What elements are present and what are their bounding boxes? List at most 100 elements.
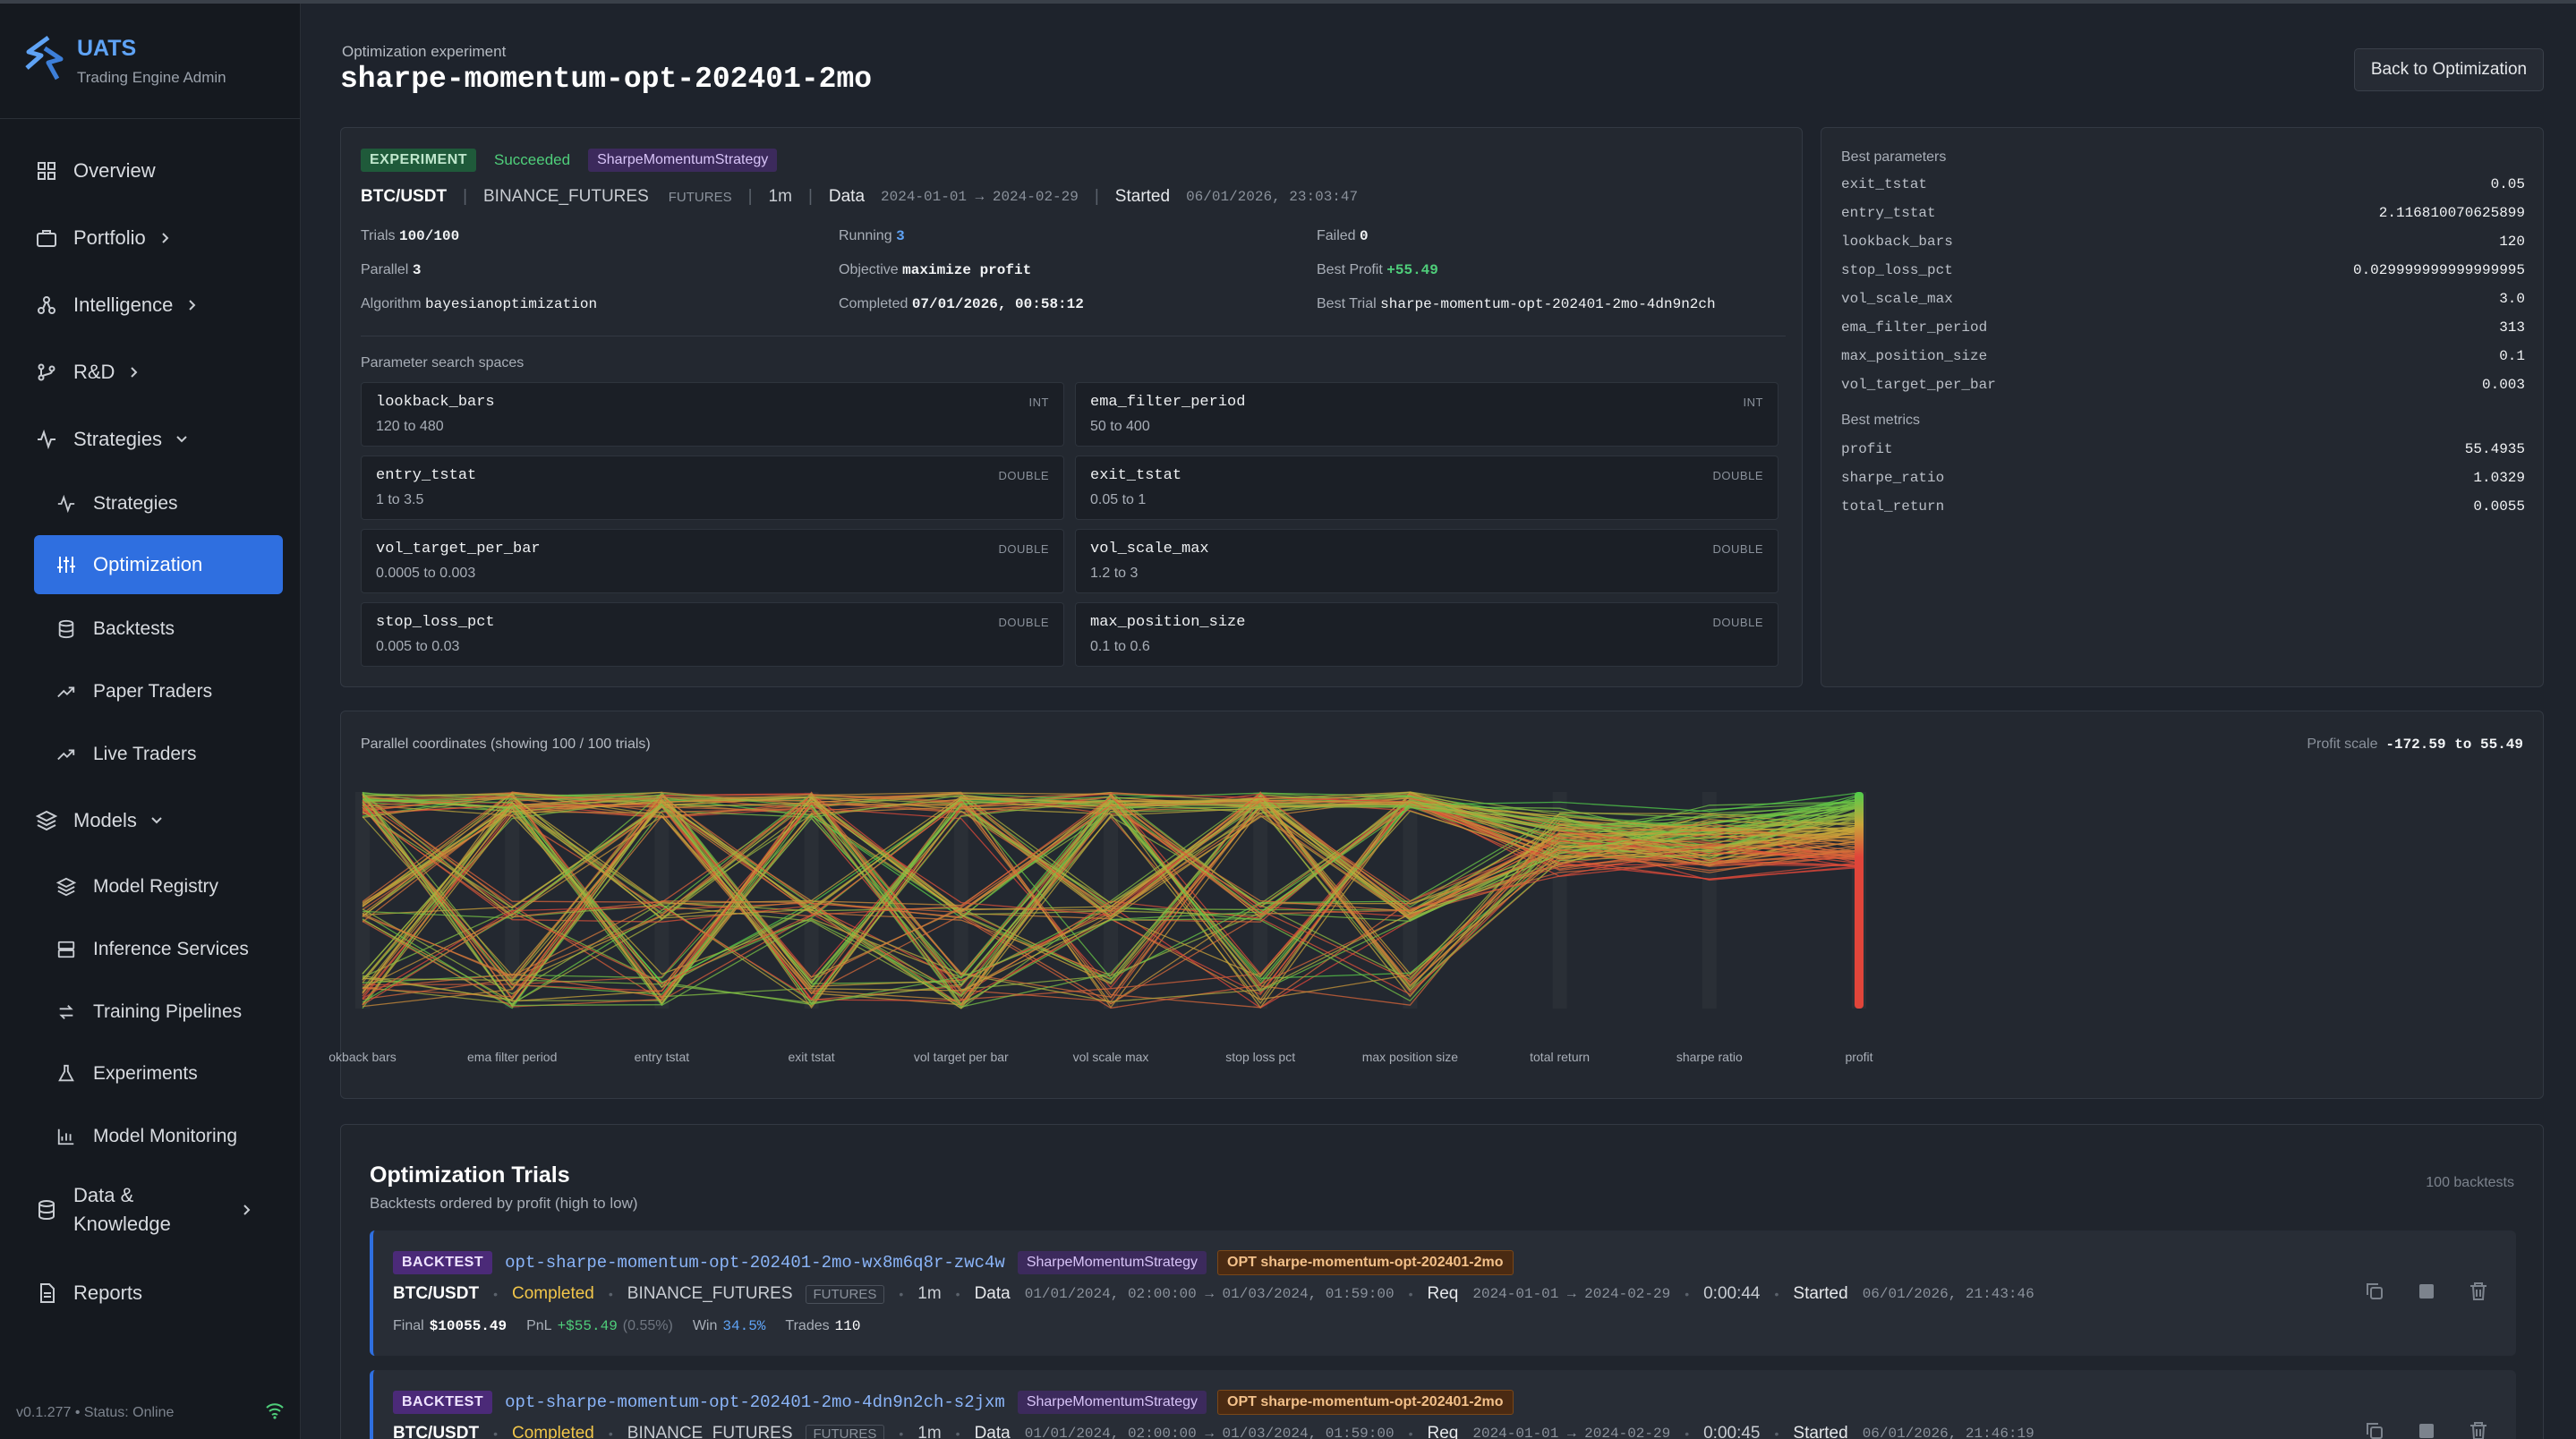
sidebar-item-data-knowledge[interactable]: Data & Knowledge xyxy=(34,1176,276,1244)
optimization-badge[interactable]: OPT sharpe-momentum-opt-202401-2mo xyxy=(1217,1250,1514,1275)
req-range: 2024-01-01 → 2024-02-29 xyxy=(1472,1426,1671,1439)
server-icon xyxy=(54,937,79,962)
chevron-right-icon xyxy=(243,1205,251,1215)
pc-axis xyxy=(953,792,968,1009)
layers-icon xyxy=(34,808,59,833)
parallel-coordinates-plot[interactable] xyxy=(341,767,2545,1035)
exchange: BINANCE_FUTURES xyxy=(627,1424,793,1439)
sidebar-item-overview[interactable]: Overview xyxy=(34,149,285,193)
sidebar-item-backtests[interactable]: Backtests xyxy=(54,607,304,651)
pc-trial-line xyxy=(362,794,1860,993)
sidebar-item-experiments[interactable]: Experiments xyxy=(54,1052,304,1096)
sidebar-item-live-traders[interactable]: Live Traders xyxy=(54,732,304,777)
stop-icon[interactable] xyxy=(2416,1420,2437,1439)
best-param-row: lookback_bars 120 xyxy=(1841,234,2525,250)
meta-best-trial[interactable]: Best Trial sharpe-momentum-opt-202401-2m… xyxy=(1317,296,1716,312)
duration: 0:00:45 xyxy=(1703,1424,1761,1439)
pc-axis xyxy=(654,792,670,1009)
symbol: BTC/USDT xyxy=(361,187,448,206)
pc-trial-line xyxy=(362,792,1860,995)
search-space-item: lookback_bars INT 120 to 480 xyxy=(361,382,1064,447)
sidebar-item-training-pipelines[interactable]: Training Pipelines xyxy=(54,990,304,1035)
breadcrumb: Optimization experiment xyxy=(342,43,507,60)
sidebar-item-model-monitoring[interactable]: Model Monitoring xyxy=(54,1114,304,1159)
sidebar-item-label: Inference Services xyxy=(93,939,249,959)
search-space-item: entry_tstat DOUBLE 1 to 3.5 xyxy=(361,456,1064,520)
pc-axis-label: sharpe ratio xyxy=(1676,1050,1743,1064)
sidebar-item-label: Intelligence xyxy=(73,294,174,316)
pc-trial-line xyxy=(362,793,1860,1000)
data-range: 01/01/2024, 02:00:00 → 01/03/2024, 01:59… xyxy=(1024,1426,1395,1439)
sidebar-item-strategies[interactable]: Strategies xyxy=(54,481,304,526)
sidebar-item-label: R&D xyxy=(73,361,115,383)
best-results-card: Best parameters exit_tstat 0.05 entry_tst… xyxy=(1821,127,2544,687)
sidebar-item-label: Overview xyxy=(73,159,156,182)
sidebar-item-rnd[interactable]: R&D xyxy=(34,350,285,395)
pc-axis-label: exit tstat xyxy=(788,1050,835,1064)
flask-icon xyxy=(54,1061,79,1086)
final-label: Final xyxy=(393,1318,424,1333)
pc-axis-label: vol target per bar xyxy=(913,1050,1009,1064)
pc-trial-line xyxy=(362,797,1860,1002)
win-rate: 34.5% xyxy=(722,1318,766,1334)
best-param-row: stop_loss_pct 0.029999999999999995 xyxy=(1841,262,2525,278)
final-balance: $10055.49 xyxy=(429,1318,508,1334)
sidebar-item-label: Experiments xyxy=(93,1063,198,1084)
pc-trial-line xyxy=(362,792,1860,1009)
trial-name-link[interactable]: opt-sharpe-momentum-opt-202401-2mo-wx8m6… xyxy=(505,1253,1005,1273)
database-icon xyxy=(34,1197,59,1222)
strategy-badge: SharpeMomentumStrategy xyxy=(1017,1391,1207,1414)
sidebar-item-label: Optimization xyxy=(93,553,203,575)
optimization-badge[interactable]: OPT sharpe-momentum-opt-202401-2mo xyxy=(1217,1390,1514,1415)
exchange: BINANCE_FUTURES xyxy=(627,1284,793,1303)
meta-failed: Failed 0 xyxy=(1317,228,1369,244)
trash-icon[interactable] xyxy=(2468,1281,2489,1302)
layers-icon xyxy=(54,874,79,899)
sidebar-item-label: Paper Traders xyxy=(93,681,213,702)
best-param-row: exit_tstat 0.05 xyxy=(1841,176,2525,192)
sidebar-item-inference-services[interactable]: Inference Services xyxy=(54,927,304,972)
sidebar-item-model-registry[interactable]: Model Registry xyxy=(54,864,304,909)
trial-row[interactable]: BACKTEST opt-sharpe-momentum-opt-202401-… xyxy=(370,1230,2516,1356)
copy-icon[interactable] xyxy=(2364,1420,2385,1439)
trials-subtitle: Backtests ordered by profit (high to low… xyxy=(370,1195,638,1212)
copy-icon[interactable] xyxy=(2364,1281,2385,1302)
started-label: Started xyxy=(1114,187,1171,206)
pc-trial-line xyxy=(362,797,1860,1000)
symbol: BTC/USDT xyxy=(393,1284,480,1303)
back-to-optimization-button[interactable]: Back to Optimization xyxy=(2354,48,2544,91)
sidebar-item-reports[interactable]: Reports xyxy=(34,1271,285,1316)
strategy-badge: SharpeMomentumStrategy xyxy=(1017,1251,1207,1274)
pulse-icon xyxy=(34,427,59,452)
best-params-label: Best parameters xyxy=(1841,149,1947,165)
stop-icon[interactable] xyxy=(2416,1281,2437,1302)
best-metric-row: profit 55.4935 xyxy=(1841,441,2525,457)
pulse-icon xyxy=(54,491,79,516)
optimization-trials-section: Optimization Trials Backtests ordered by… xyxy=(340,1124,2544,1439)
sidebar-item-label: Strategies xyxy=(93,493,178,514)
trial-row[interactable]: BACKTEST opt-sharpe-momentum-opt-202401-… xyxy=(370,1370,2516,1439)
database-icon xyxy=(54,617,79,642)
sliders-icon xyxy=(54,552,79,577)
sidebar-item-label: Live Traders xyxy=(93,744,197,764)
app-subtitle: Trading Engine Admin xyxy=(77,69,226,86)
sidebar-item-models-group[interactable]: Models xyxy=(34,798,285,843)
sidebar-item-optimization[interactable]: Optimization xyxy=(34,535,283,594)
sidebar-item-strategies-group[interactable]: Strategies xyxy=(34,417,285,462)
sidebar-item-paper-traders[interactable]: Paper Traders xyxy=(54,669,304,714)
pc-trial-line xyxy=(362,792,1860,992)
trash-icon[interactable] xyxy=(2468,1420,2489,1439)
meta-trials: Trials 100/100 xyxy=(361,228,460,244)
parallel-coords-title: Parallel coordinates (showing 100 / 100 … xyxy=(361,737,651,752)
search-space-item: ema_filter_period INT 50 to 400 xyxy=(1075,382,1778,447)
sidebar-item-portfolio[interactable]: Portfolio xyxy=(34,216,285,260)
trial-name-link[interactable]: opt-sharpe-momentum-opt-202401-2mo-4dn9n… xyxy=(505,1392,1005,1412)
brand[interactable]: UATS Trading Engine Admin xyxy=(21,32,226,95)
sidebar-item-intelligence[interactable]: Intelligence xyxy=(34,283,285,328)
pc-axis-label: entry tstat xyxy=(634,1050,690,1064)
pc-trial-line xyxy=(362,796,1860,1006)
search-space-item: exit_tstat DOUBLE 0.05 to 1 xyxy=(1075,456,1778,520)
briefcase-icon xyxy=(34,226,59,251)
pc-axis-label: ema filter period xyxy=(466,1050,558,1064)
sidebar-item-label: Model Registry xyxy=(93,876,219,897)
